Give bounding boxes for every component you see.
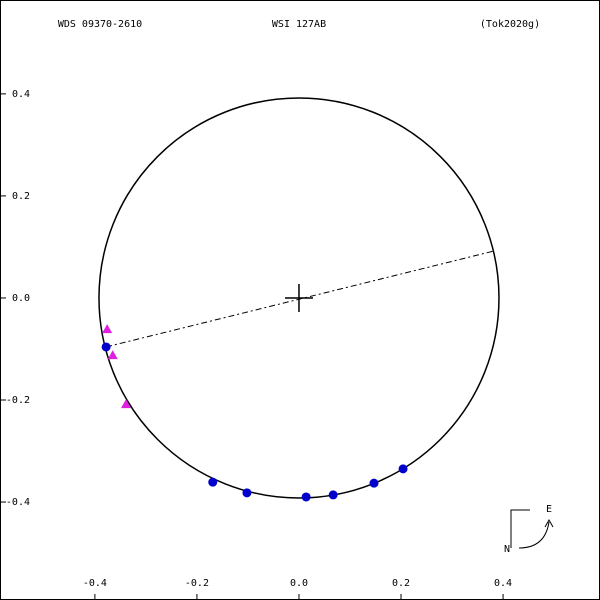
chart-left-title: WDS 09370-2610: [58, 19, 142, 30]
x-tick-label: 0.2: [392, 578, 410, 589]
measurement-point: [101, 342, 111, 352]
chart-right-title: (Tok2020g): [480, 19, 540, 30]
y-tick-label: 0.0: [12, 293, 30, 304]
measurement-triangle: [121, 399, 132, 409]
measurement-triangle: [102, 324, 113, 334]
measurement-point: [398, 464, 408, 474]
x-tick-label: 0.0: [290, 578, 308, 589]
compass-east: E: [546, 504, 552, 515]
y-tick-label: 0.4: [12, 89, 30, 100]
y-tick-label: -0.2: [6, 395, 30, 406]
primary-star: [284, 283, 313, 312]
compass-arrowhead: [544, 518, 554, 528]
measurement-point: [369, 478, 379, 488]
x-tick-label: -0.4: [83, 578, 107, 589]
measurement-point: [242, 488, 252, 498]
measurement-point: [328, 490, 338, 500]
x-tick-label: -0.2: [185, 578, 209, 589]
compass: [510, 509, 554, 549]
y-tick-label: -0.4: [6, 497, 30, 508]
compass-arrow: [518, 521, 550, 549]
chart-title: WSI 127AB: [272, 19, 326, 30]
measurement-point: [301, 492, 311, 502]
compass-north: N: [504, 544, 510, 555]
orbit: [98, 97, 500, 499]
compass-frame: [510, 509, 530, 548]
y-tick-label: 0.2: [12, 191, 30, 202]
measurement-triangle: [107, 350, 118, 360]
x-tick-label: 0.4: [494, 578, 512, 589]
line-of-nodes: [106, 250, 494, 348]
measurement-point: [208, 477, 218, 487]
